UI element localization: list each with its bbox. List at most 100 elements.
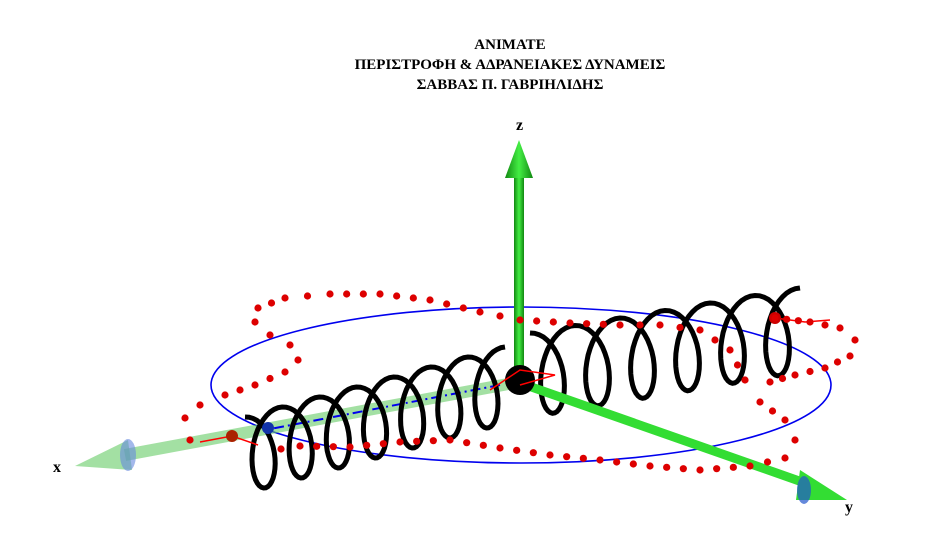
trajectory-point	[266, 331, 274, 339]
trajectory-point	[791, 371, 799, 379]
trajectory-point	[533, 317, 541, 325]
trajectory-point	[756, 398, 764, 406]
trajectory-point	[313, 442, 321, 450]
trajectory-point	[546, 451, 554, 459]
trajectory-point	[363, 441, 371, 449]
trajectory-point	[426, 296, 434, 304]
trajectory-point	[286, 341, 294, 349]
trajectory-point	[596, 456, 604, 464]
trajectory-point	[513, 446, 521, 454]
trajectory-point	[566, 319, 574, 327]
trajectory-point	[781, 454, 789, 462]
trajectory-point	[329, 443, 337, 451]
trajectory-point	[781, 416, 789, 424]
trajectory-point	[746, 462, 754, 470]
trajectory-point	[783, 315, 791, 323]
x-axis-label: x	[53, 459, 61, 476]
trajectory-point	[459, 304, 467, 312]
trajectory-point	[281, 294, 289, 302]
trajectory-point	[663, 463, 671, 471]
trajectory-point	[733, 361, 742, 369]
trajectory-point	[413, 437, 421, 445]
trajectory-point	[836, 324, 844, 332]
trajectory-point	[396, 438, 404, 446]
trajectory-point	[629, 460, 637, 468]
trajectory-point	[563, 453, 571, 461]
trajectory-point	[766, 378, 774, 386]
trajectory-point	[768, 407, 777, 415]
mass-point	[262, 422, 274, 434]
trajectory-point	[446, 436, 454, 444]
trajectory-point	[599, 320, 607, 328]
trajectory-point	[281, 368, 289, 376]
y-axis-cone-base	[797, 476, 811, 504]
trajectory-point	[579, 454, 587, 462]
title-line-3: ΣΑΒΒΑΣ Π. ΓΑΒΡΙΗΛΙΔΗΣ	[416, 77, 604, 93]
trajectory-point	[791, 436, 799, 444]
trajectory-point	[236, 386, 244, 394]
trajectory-point	[326, 290, 334, 298]
trajectory-point	[376, 290, 384, 298]
trajectory-point	[616, 321, 624, 329]
trajectory-point	[429, 437, 437, 445]
force-vector	[489, 369, 556, 391]
trajectory-point	[463, 439, 471, 447]
trajectory-point	[646, 462, 654, 470]
trajectory-point	[529, 449, 537, 457]
spring-left	[244, 344, 506, 491]
trajectory-point	[221, 391, 229, 399]
trajectory-point	[476, 308, 484, 316]
trajectory-point	[186, 436, 194, 444]
trajectory-point	[343, 290, 351, 298]
trajectory-point	[636, 321, 644, 329]
trajectory-point	[496, 444, 504, 452]
trajectory-point	[821, 321, 829, 329]
trajectory-point	[821, 364, 829, 372]
trajectory-point	[266, 374, 274, 383]
trajectory-point	[583, 320, 591, 328]
trajectory-point	[676, 323, 684, 332]
trajectory-point	[613, 458, 621, 466]
trajectory-point	[303, 292, 312, 300]
trajectory-point	[296, 442, 304, 450]
trajectory-point	[393, 292, 401, 300]
trajectory-point	[379, 440, 387, 448]
trajectory-point	[496, 312, 504, 320]
trajectory-point	[778, 374, 787, 383]
trajectory-point	[181, 414, 189, 422]
z-axis-label: z	[516, 117, 523, 134]
trajectory-point	[696, 326, 704, 334]
trajectory-point	[443, 300, 451, 308]
spring-coil	[244, 344, 506, 491]
trajectory-point	[359, 290, 367, 298]
mass-left	[226, 430, 238, 442]
trajectory-points-front	[181, 290, 859, 474]
trajectory-point	[346, 443, 354, 451]
trajectory-point	[479, 441, 487, 449]
center-mass	[505, 365, 535, 395]
spring-right	[529, 285, 801, 416]
trajectory-point	[771, 314, 779, 322]
trajectory-point	[806, 367, 814, 376]
trajectory-point	[251, 318, 259, 326]
y-axis-shaft	[518, 378, 807, 488]
z-axis-shaft	[514, 175, 524, 380]
spring-coil	[529, 285, 801, 416]
title-line-1: ANIMATE	[474, 37, 546, 53]
trajectory-point	[713, 465, 721, 473]
trajectory-point	[254, 304, 262, 312]
trajectory-point	[729, 463, 737, 471]
trajectory-point	[851, 336, 859, 344]
trajectory-point	[549, 318, 557, 326]
trajectory-point	[251, 381, 259, 389]
trajectory-point	[196, 401, 204, 409]
trajectory-point	[516, 316, 524, 324]
z-axis-arrowhead	[505, 140, 533, 178]
trajectory-point	[806, 318, 814, 326]
y-axis-label: y	[845, 499, 853, 516]
trajectory-point	[763, 458, 772, 466]
trajectory-point	[726, 346, 734, 354]
x-axis-arrowhead	[75, 440, 132, 470]
trajectory-point	[409, 294, 417, 302]
